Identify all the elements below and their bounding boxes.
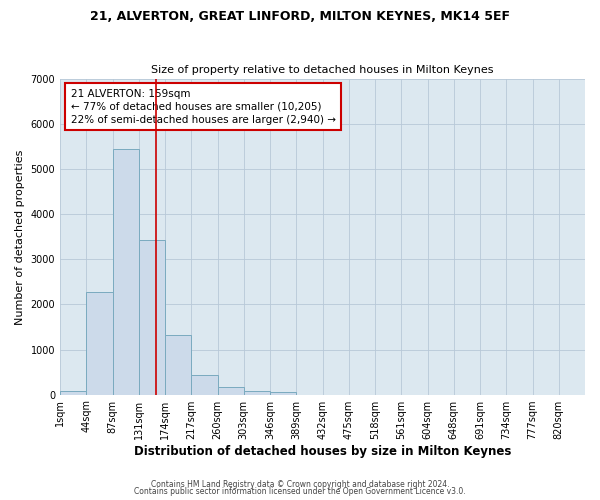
Bar bbox=[86, 292, 113, 394]
Bar bbox=[165, 335, 191, 394]
Bar bbox=[60, 391, 86, 394]
Y-axis label: Number of detached properties: Number of detached properties bbox=[15, 149, 25, 324]
Bar bbox=[139, 240, 165, 394]
Bar bbox=[270, 392, 296, 394]
Text: 21, ALVERTON, GREAT LINFORD, MILTON KEYNES, MK14 5EF: 21, ALVERTON, GREAT LINFORD, MILTON KEYN… bbox=[90, 10, 510, 23]
Bar bbox=[191, 375, 218, 394]
X-axis label: Distribution of detached houses by size in Milton Keynes: Distribution of detached houses by size … bbox=[134, 444, 511, 458]
Bar bbox=[113, 149, 139, 394]
Title: Size of property relative to detached houses in Milton Keynes: Size of property relative to detached ho… bbox=[151, 66, 494, 76]
Text: Contains HM Land Registry data © Crown copyright and database right 2024.: Contains HM Land Registry data © Crown c… bbox=[151, 480, 449, 489]
Text: 21 ALVERTON: 159sqm
← 77% of detached houses are smaller (10,205)
22% of semi-de: 21 ALVERTON: 159sqm ← 77% of detached ho… bbox=[71, 88, 335, 125]
Text: Contains public sector information licensed under the Open Government Licence v3: Contains public sector information licen… bbox=[134, 487, 466, 496]
Bar bbox=[244, 390, 270, 394]
Bar bbox=[218, 388, 244, 394]
